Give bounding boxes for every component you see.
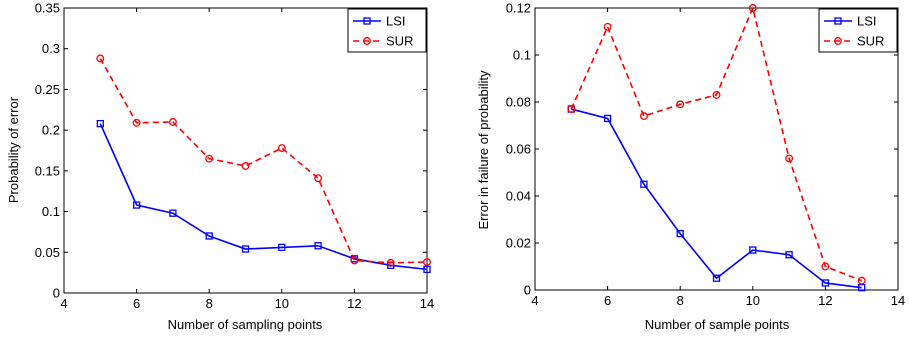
legend-sur-label: SUR — [386, 34, 413, 49]
x-tick-label: 10 — [275, 296, 289, 311]
series-sur-point — [857, 276, 866, 285]
y-tick-label: 0.05 — [35, 245, 60, 260]
x-tick-label: 4 — [531, 293, 538, 308]
series-sur-point — [639, 112, 648, 121]
series-sur-point — [168, 118, 177, 126]
series-lsi-point — [640, 180, 648, 188]
series-lsi-point — [712, 274, 721, 282]
series-sur-point — [96, 54, 105, 63]
x-axis-label: Number of sample points — [645, 317, 790, 332]
x-tick-label: 12 — [818, 293, 832, 308]
series-lsi-point — [132, 201, 141, 209]
series-lsi-point — [821, 279, 830, 287]
y-tick-label: 0.1 — [42, 204, 60, 219]
series-sur-line — [99, 58, 428, 264]
series-lsi-point — [858, 283, 866, 292]
series-sur-point — [821, 262, 830, 271]
series-lsi-point — [241, 245, 250, 253]
series-lsi-point — [96, 119, 104, 128]
legend-lsi-label: LSI — [386, 14, 406, 29]
y-tick-label: 0 — [524, 283, 531, 298]
y-tick-label: 0.25 — [35, 82, 60, 97]
series-sur-line — [570, 5, 862, 282]
y-tick-label: 0.2 — [42, 123, 60, 138]
legend: LSI SUR — [818, 8, 898, 53]
series-lsi-point — [278, 243, 286, 252]
y-tick-label: 0.02 — [506, 236, 531, 251]
series-sur-point — [314, 174, 323, 183]
legend-sur-point — [363, 37, 371, 45]
y-tick-label: 0.15 — [35, 163, 60, 178]
series-sur-point — [205, 154, 214, 163]
x-tick-label: 10 — [746, 293, 760, 308]
legend-box — [347, 8, 427, 53]
series-sur-point — [277, 144, 286, 153]
series-sur-point — [423, 258, 431, 267]
y-axis-label: Probability of error — [6, 96, 21, 203]
series-sur-point — [676, 100, 685, 109]
y-tick-label: 0.3 — [42, 41, 60, 56]
legend-lsi-point — [834, 17, 842, 25]
y-tick-label: 0.1 — [513, 48, 531, 63]
series-lsi-point — [676, 229, 684, 238]
series-sur-point — [603, 22, 612, 31]
series-sur-point — [712, 90, 721, 99]
y-tick-label: 0.04 — [506, 189, 531, 204]
series-lsi-point — [314, 242, 322, 250]
legend-lsi-point — [363, 17, 371, 25]
series-lsi-point — [423, 265, 431, 274]
chart-error-in-failure-probability: Number of sample points Error in failure… — [476, 1, 905, 333]
x-axis-label: Number of sampling points — [168, 317, 323, 332]
legend-sur-label: SUR — [857, 34, 884, 49]
x-tick-label: 6 — [133, 296, 140, 311]
y-tick-label: 0.12 — [506, 1, 531, 16]
series-lsi-line — [571, 108, 862, 289]
legend-lsi-label: LSI — [857, 14, 877, 29]
series-sur-point — [132, 118, 141, 127]
series-sur-point — [350, 256, 359, 265]
y-axis-label: Error in failure of probability — [476, 70, 491, 229]
x-tick-label: 6 — [604, 293, 611, 308]
series-lsi-point — [749, 246, 757, 254]
series-lsi-point — [169, 209, 177, 217]
y-tick-label: 0 — [53, 286, 60, 301]
plot-area — [534, 7, 899, 291]
chart-probability-of-error: Number of sampling points Probability of… — [6, 1, 434, 333]
y-tick-label: 0.35 — [35, 1, 60, 16]
series-sur-point — [386, 258, 395, 267]
series-sur-point — [748, 4, 757, 12]
x-tick-label: 12 — [347, 296, 361, 311]
series-sur-point — [567, 105, 576, 113]
x-tick-label: 14 — [891, 293, 905, 308]
legend-box — [818, 8, 898, 53]
y-tick-label: 0.06 — [506, 142, 531, 157]
series-lsi-point — [785, 251, 793, 259]
y-tick-label: 0.08 — [506, 95, 531, 110]
legend: LSI SUR — [347, 8, 427, 53]
series-sur-point — [785, 154, 794, 163]
legend-sur-point — [834, 37, 842, 45]
x-tick-label: 8 — [206, 296, 213, 311]
x-tick-label: 14 — [420, 296, 434, 311]
series-sur-point — [241, 162, 250, 170]
series-lsi-point — [205, 232, 213, 240]
x-tick-label: 4 — [60, 296, 67, 311]
x-tick-label: 8 — [677, 293, 684, 308]
series-lsi-point — [603, 114, 612, 123]
